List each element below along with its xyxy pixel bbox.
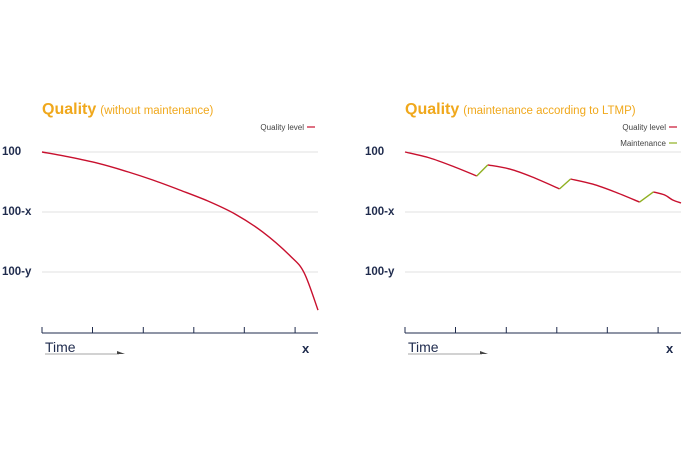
chart-title-main: Quality [405, 101, 459, 118]
series-maintenance-line [476, 164, 489, 177]
y-tick-label: 100-y [365, 266, 395, 278]
time-arrow-head [117, 351, 125, 354]
legend-label: Maintenance [620, 139, 666, 148]
chart-panel-1: Quality (without maintenance) Quality leve… [2, 101, 319, 356]
chart-subtitle: (without maintenance) [100, 105, 213, 117]
series-quality-level-line [570, 178, 640, 203]
chart-title: Quality (maintenance according to LTMP) [405, 101, 636, 118]
y-tick-label: 100-x [365, 206, 395, 218]
series-quality-level-line [404, 151, 478, 177]
y-tick-label: 100-y [2, 266, 32, 278]
chart-title-main: Quality [42, 101, 96, 118]
x-axis-label: Time [408, 339, 439, 355]
legend-label: Quality level [260, 123, 304, 132]
chart-subtitle: (maintenance according to LTMP) [463, 105, 636, 117]
time-arrow-head [480, 351, 488, 354]
series-maintenance-line [639, 191, 654, 203]
x-axis-label: Time [45, 339, 76, 355]
y-tick-label: 100-x [2, 206, 32, 218]
y-tick-label: 100 [2, 146, 21, 158]
series-maintenance-line [559, 178, 572, 190]
chart-panel-2: Quality (maintenance according to LTMP)Qu… [365, 101, 682, 356]
chart-title: Quality (without maintenance) [42, 101, 214, 118]
legend-label: Quality level [622, 123, 666, 132]
series-quality-level-line [487, 164, 560, 190]
y-tick-label: 100 [365, 146, 384, 158]
series-quality-level-line [41, 151, 319, 311]
x-end-label: x [666, 341, 674, 356]
x-end-label: x [302, 341, 310, 356]
series-quality-level-line [653, 191, 682, 204]
